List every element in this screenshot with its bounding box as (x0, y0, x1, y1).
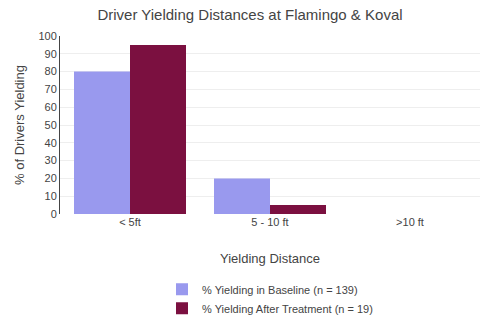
svg-text:20: 20 (45, 172, 57, 184)
svg-text:% Yielding After Treatment (n: % Yielding After Treatment (n = 19) (202, 303, 373, 315)
svg-text:Driver Yielding Distances at F: Driver Yielding Distances at Flamingo & … (97, 6, 402, 23)
svg-text:10: 10 (45, 190, 57, 202)
svg-text:40: 40 (45, 137, 57, 149)
svg-text:0: 0 (51, 208, 57, 220)
svg-text:% Yielding in Baseline (n = 13: % Yielding in Baseline (n = 139) (202, 284, 358, 296)
svg-text:Yielding Distance: Yielding Distance (220, 251, 320, 266)
svg-text:>10 ft: >10 ft (396, 216, 424, 228)
svg-text:< 5ft: < 5ft (119, 216, 141, 228)
svg-text:90: 90 (45, 48, 57, 60)
svg-text:5 - 10 ft: 5 - 10 ft (251, 216, 288, 228)
svg-text:80: 80 (45, 65, 57, 77)
svg-text:% of Drivers Yielding: % of Drivers Yielding (12, 65, 27, 185)
svg-text:30: 30 (45, 154, 57, 166)
svg-text:70: 70 (45, 83, 57, 95)
svg-text:50: 50 (45, 119, 57, 131)
svg-text:100: 100 (38, 30, 56, 42)
svg-text:60: 60 (45, 101, 57, 113)
